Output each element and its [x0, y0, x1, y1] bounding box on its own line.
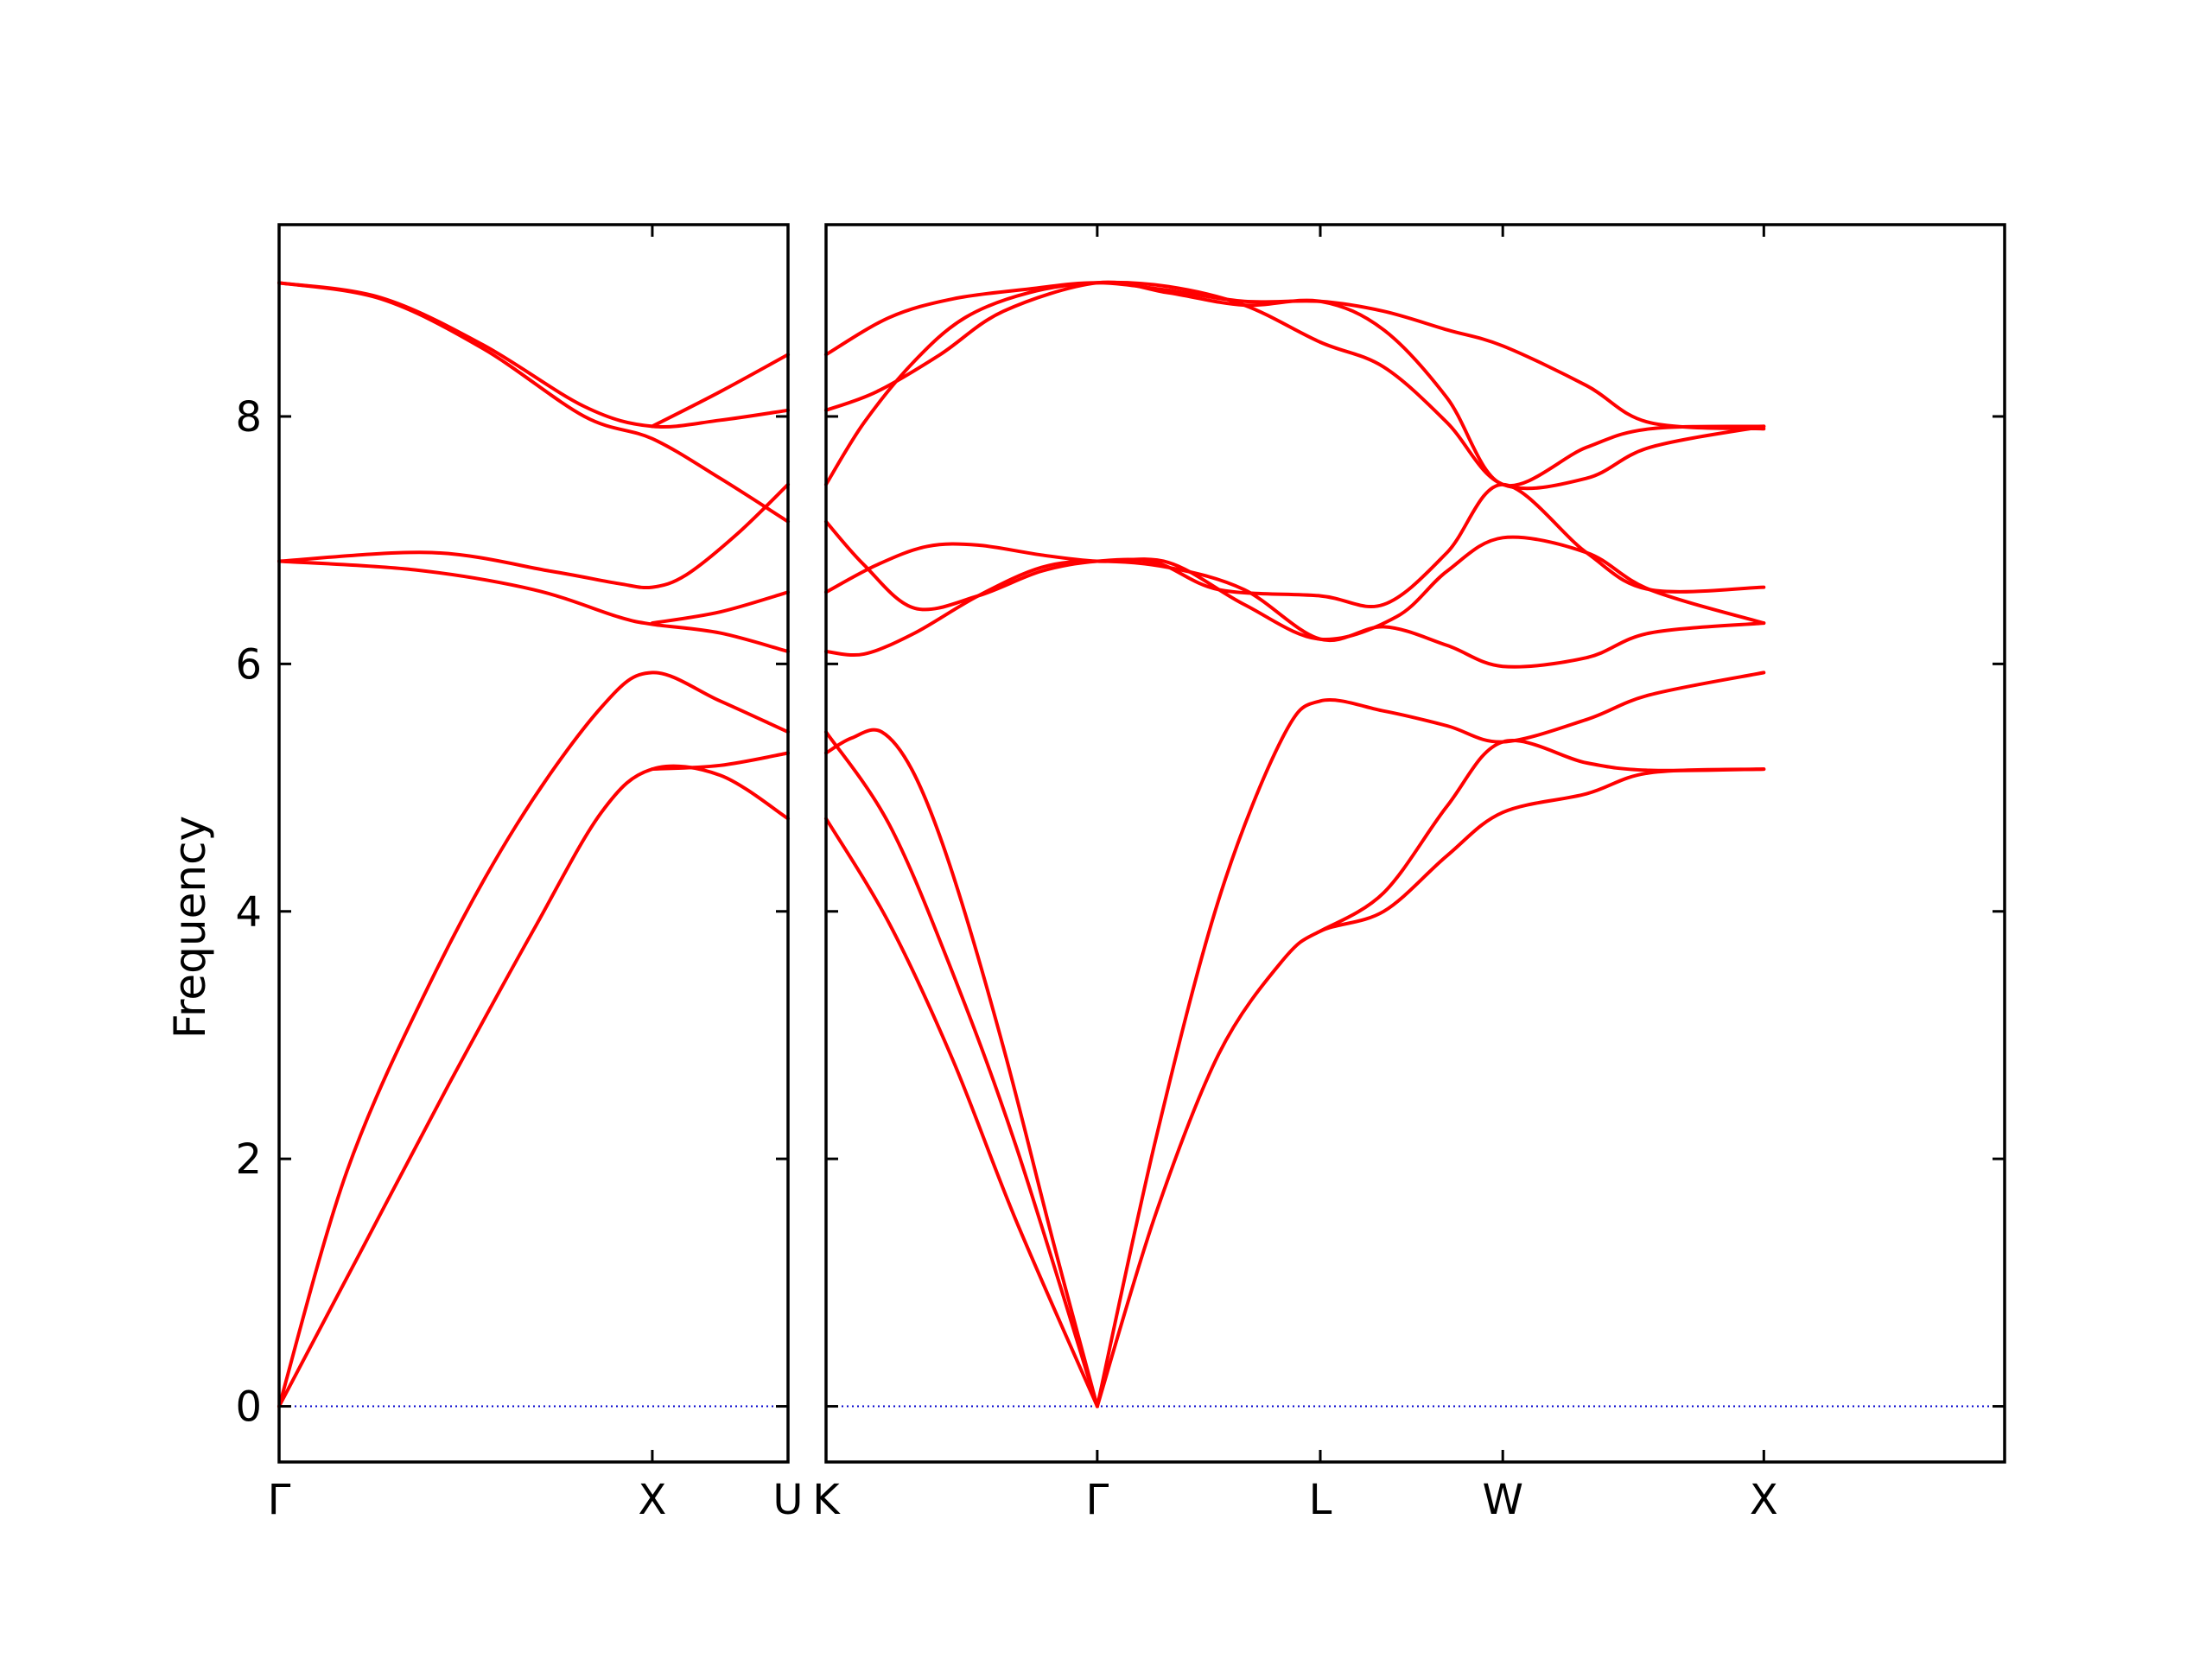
x-tick-label-left-0: Γ — [268, 1476, 291, 1524]
band-line-right-10 — [824, 280, 1766, 491]
panel-left: 0 2 4 6 8 Γ X U — [235, 223, 804, 1524]
band-line-right-11 — [824, 280, 1766, 488]
y-tick-label-2: 2 — [235, 1135, 262, 1184]
band-line-left-5 — [277, 482, 790, 590]
band-line-right-4 — [1095, 767, 1766, 1408]
y-tick-label-6: 6 — [235, 640, 262, 689]
band-line-right-3 — [824, 728, 1099, 1408]
band-line-right-7 — [824, 559, 1766, 669]
band-line-right-2 — [824, 730, 1099, 1408]
y-tick-label-4: 4 — [235, 888, 262, 937]
band-line-right-6 — [1095, 671, 1766, 1408]
x-tick-label-left-1: X — [638, 1476, 666, 1524]
y-tick-label-8: 8 — [235, 393, 262, 442]
band-line-left-2 — [277, 671, 790, 1408]
band-line-left-8 — [277, 281, 790, 429]
y-tick-label-0: 0 — [235, 1383, 262, 1432]
band-line-right-1 — [824, 817, 1099, 1408]
x-tick-label-right-4: X — [1750, 1476, 1778, 1524]
band-line-left-4 — [277, 559, 790, 653]
x-tick-label-right-1: Γ — [1085, 1476, 1109, 1524]
band-line-left-9 — [650, 353, 790, 429]
band-line-left-6 — [650, 590, 790, 626]
band-line-right-9 — [824, 482, 1766, 612]
band-line-left-7 — [277, 281, 790, 524]
y-axis-label: Frequency — [165, 816, 215, 1039]
band-line-left-1 — [277, 764, 790, 1408]
panel-frame-right — [824, 223, 2006, 1464]
x-tick-label-right-3: W — [1482, 1476, 1522, 1524]
x-tick-label-right-0: K — [812, 1476, 841, 1524]
band-line-right-5 — [1319, 739, 1766, 933]
x-tick-label-right-2: L — [1309, 1476, 1332, 1524]
band-line-right-12 — [824, 281, 1766, 431]
x-tick-label-left-2: U — [772, 1476, 803, 1524]
band-line-left-3 — [650, 751, 790, 772]
panel-frame-left — [277, 223, 790, 1464]
